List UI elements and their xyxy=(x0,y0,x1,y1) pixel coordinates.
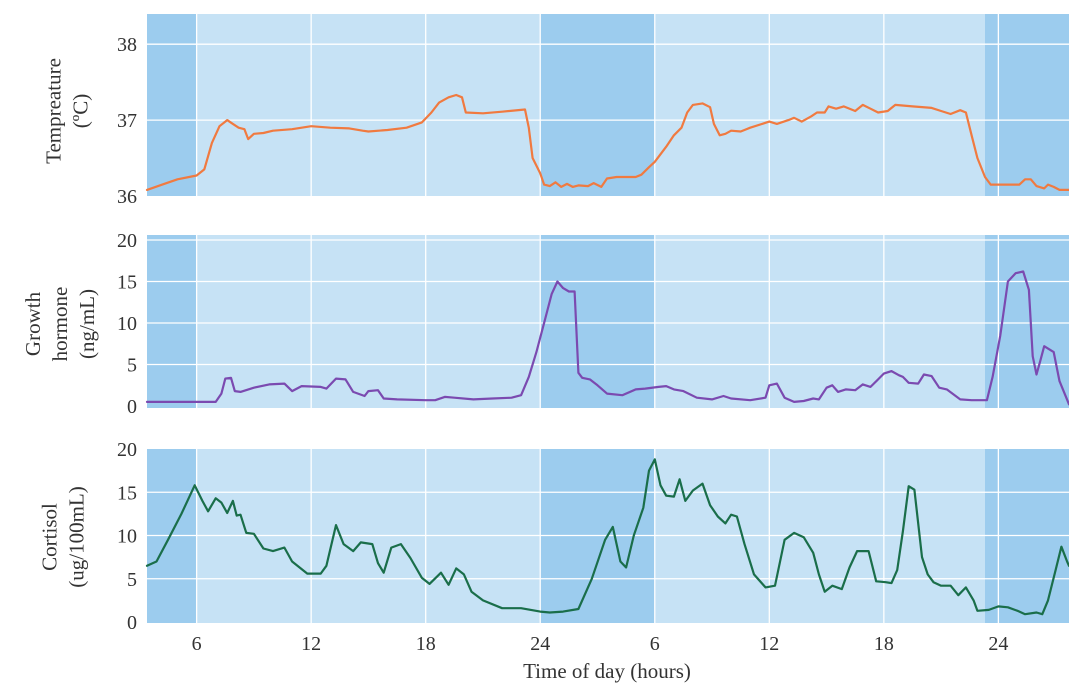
sleep-band xyxy=(985,14,1069,196)
y-axis-title-line: (ºC) xyxy=(69,94,93,129)
y-tick-label: 15 xyxy=(117,482,137,504)
y-tick-label: 15 xyxy=(117,272,137,294)
chart-panels: 36 37 38 Tempreature (ºC) 0 5 10 15 20 Growth hormo… xyxy=(21,14,1069,655)
sleep-band xyxy=(540,14,655,196)
x-tick-label: 12 xyxy=(759,633,779,655)
y-tick-label: 37 xyxy=(117,110,137,132)
x-tick-labels: 6 12 18 24 6 12 18 24 xyxy=(192,633,1009,655)
y-tick-label: 0 xyxy=(127,612,137,634)
y-tick-label: 5 xyxy=(127,355,137,377)
y-axis-title: Cortisol (ug/100mL) xyxy=(38,486,89,587)
y-axis-title-line: Cortisol xyxy=(38,503,62,571)
sleep-band xyxy=(147,14,197,196)
y-tick-label: 20 xyxy=(117,230,137,252)
sleep-band xyxy=(540,235,655,408)
x-tick-label: 6 xyxy=(192,633,202,655)
series-line xyxy=(145,270,1069,406)
sleep-band xyxy=(985,235,1069,408)
y-tick-label: 20 xyxy=(117,439,137,461)
y-tick-label: 5 xyxy=(127,569,137,591)
series-line xyxy=(145,458,1069,616)
x-tick-label: 24 xyxy=(530,633,550,655)
panel-2: 0 5 10 15 20 Growth hormone (ng/mL) xyxy=(21,230,1069,418)
series-line xyxy=(145,93,1069,191)
x-tick-label: 24 xyxy=(988,633,1008,655)
y-axis-title-line: Growth xyxy=(21,291,45,356)
y-axis-title-line: (ug/100mL) xyxy=(65,486,89,587)
y-tick-label: 0 xyxy=(127,396,137,418)
y-axis-title: Growth hormone (ng/mL) xyxy=(21,287,99,362)
y-axis-title: Tempreature (ºC) xyxy=(42,58,93,164)
x-axis-title: Time of day (hours) xyxy=(523,659,691,683)
sleep-band xyxy=(147,235,197,408)
x-tick-label: 12 xyxy=(301,633,321,655)
panel-3: 0 5 10 15 20 Cortisol (ug/100mL) xyxy=(38,439,1069,634)
y-tick-label: 38 xyxy=(117,34,137,56)
y-tick-label: 10 xyxy=(117,526,137,548)
y-axis-title-line: Tempreature xyxy=(42,58,66,164)
x-tick-label: 18 xyxy=(416,633,436,655)
y-axis-title-line: hormone xyxy=(48,287,72,362)
panel-1: 36 37 38 Tempreature (ºC) xyxy=(42,14,1069,208)
x-tick-label: 18 xyxy=(874,633,894,655)
y-tick-label: 36 xyxy=(117,186,137,208)
x-tick-label: 6 xyxy=(650,633,660,655)
y-tick-label: 10 xyxy=(117,313,137,335)
y-axis-title-line: (ng/mL) xyxy=(75,289,99,359)
